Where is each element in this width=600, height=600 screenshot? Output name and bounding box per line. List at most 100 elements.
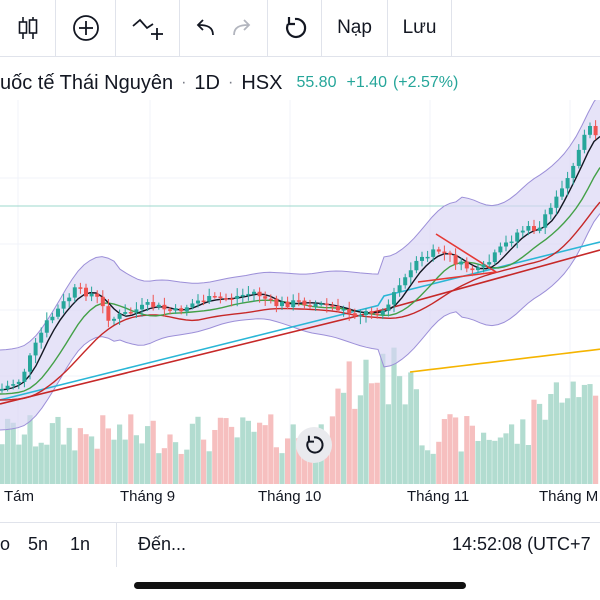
- reset-icon: [285, 17, 306, 38]
- candle-body: [229, 298, 234, 300]
- volume-bar: [16, 444, 22, 484]
- candle-body: [336, 306, 340, 311]
- volume-bar: [363, 359, 369, 484]
- candle-body: [162, 304, 167, 310]
- reset-chart-button[interactable]: [296, 427, 332, 463]
- candle-body: [319, 303, 324, 305]
- volume-bar: [447, 414, 453, 484]
- candle-body: [582, 134, 587, 150]
- trend-line[interactable]: [389, 249, 600, 309]
- volume-bar: [565, 398, 571, 484]
- volume-bar: [570, 381, 576, 484]
- candle-body: [84, 287, 88, 297]
- moving-average-mid: [0, 167, 600, 395]
- compare-button[interactable]: [56, 0, 116, 56]
- bottom-toolbar: o 5n 1n Đến... 14:52:08 (UTC+7: [0, 522, 600, 567]
- time-axis[interactable]: Tám Tháng 9 Tháng 10 Tháng 11 Tháng M: [0, 484, 600, 510]
- volume-bar: [83, 434, 89, 484]
- clock-timezone[interactable]: 14:52:08 (UTC+7: [452, 534, 591, 554]
- volume-bar: [492, 440, 498, 484]
- candle-body: [112, 318, 116, 321]
- range-1-year-button[interactable]: 1n: [70, 534, 91, 554]
- undo-icon[interactable]: [193, 17, 217, 39]
- candle-body: [5, 385, 10, 389]
- volume-bar: [374, 382, 380, 484]
- volume-bar: [419, 445, 425, 484]
- triangle-drawing[interactable]: [417, 233, 499, 283]
- volume-bar: [537, 403, 543, 484]
- volume-bar: [341, 392, 347, 484]
- reload-button[interactable]: [268, 0, 322, 56]
- candle-body: [44, 320, 49, 333]
- time-axis-tick: Tháng 9: [120, 488, 176, 505]
- moving-average-yellow: [409, 348, 600, 373]
- range-5-years-button[interactable]: 5n: [28, 534, 49, 554]
- volume-bar: [257, 422, 263, 484]
- volume-bar: [475, 440, 481, 484]
- interval-label[interactable]: 1D: [194, 71, 220, 94]
- volume-bar: [413, 389, 419, 484]
- volume-bar: [273, 447, 279, 484]
- save-layout-button[interactable]: Lưu: [388, 0, 452, 56]
- volume-bar: [10, 422, 16, 484]
- volume-bar: [285, 438, 291, 484]
- candle-body: [268, 298, 273, 301]
- candle-body: [532, 226, 536, 231]
- candle-body: [28, 355, 32, 372]
- volume-bar: [425, 450, 431, 484]
- candlesticks: [0, 120, 598, 393]
- price-chart[interactable]: [0, 100, 600, 484]
- candle-body: [515, 232, 520, 242]
- candle-body: [179, 308, 184, 312]
- candle-body: [128, 312, 133, 314]
- volume-bar: [531, 399, 537, 484]
- indicators-button[interactable]: [116, 0, 180, 56]
- volume-bar: [72, 450, 78, 484]
- candle-body: [313, 303, 318, 307]
- volume-bar: [268, 414, 274, 484]
- candle-body: [235, 295, 240, 299]
- candle-body: [565, 178, 570, 189]
- volume-bar: [335, 388, 341, 484]
- candle-body: [190, 303, 195, 308]
- candle-body: [168, 309, 172, 311]
- volume-bar: [145, 426, 151, 484]
- volume-bar: [0, 444, 5, 484]
- candle-body: [184, 307, 189, 312]
- goto-date-button[interactable]: Đến...: [138, 534, 187, 554]
- candle-body: [476, 267, 480, 271]
- volume-bar: [307, 447, 313, 484]
- symbol-header: uốc tế Thái Nguyên · 1D · HSX 55.80 +1.4…: [0, 68, 458, 98]
- candle-body: [252, 291, 256, 294]
- volume-bar: [520, 419, 526, 484]
- volume-bar: [503, 433, 509, 484]
- candle-body: [358, 315, 363, 317]
- volume-bar: [173, 442, 179, 484]
- moving-average-short: [0, 135, 600, 391]
- volume-bar: [133, 435, 139, 484]
- candle-body: [464, 261, 469, 269]
- candle-body: [145, 302, 150, 305]
- candle-body: [61, 301, 66, 309]
- candle-body: [50, 316, 55, 321]
- candle-body: [67, 297, 72, 302]
- candle-body: [537, 227, 542, 231]
- chart-type-button[interactable]: [0, 0, 56, 56]
- candle-body: [548, 207, 553, 215]
- redo-icon[interactable]: [230, 17, 254, 39]
- volume-bar: [105, 428, 111, 484]
- volume-bar: [117, 424, 123, 484]
- candle-body: [459, 261, 464, 265]
- range-button[interactable]: o: [0, 534, 11, 554]
- separator-dot: ·: [181, 74, 187, 91]
- volume-bar: [184, 449, 190, 484]
- trend-line[interactable]: [0, 307, 391, 405]
- home-indicator: [134, 582, 466, 589]
- symbol-name[interactable]: uốc tế Thái Nguyên: [0, 71, 174, 94]
- load-layout-button[interactable]: Nạp: [322, 0, 388, 56]
- candle-body: [369, 311, 374, 314]
- volume-bar: [66, 427, 72, 484]
- volume-bar: [251, 431, 257, 484]
- volume-bar: [481, 432, 487, 484]
- price-change: +1.40: [346, 74, 387, 91]
